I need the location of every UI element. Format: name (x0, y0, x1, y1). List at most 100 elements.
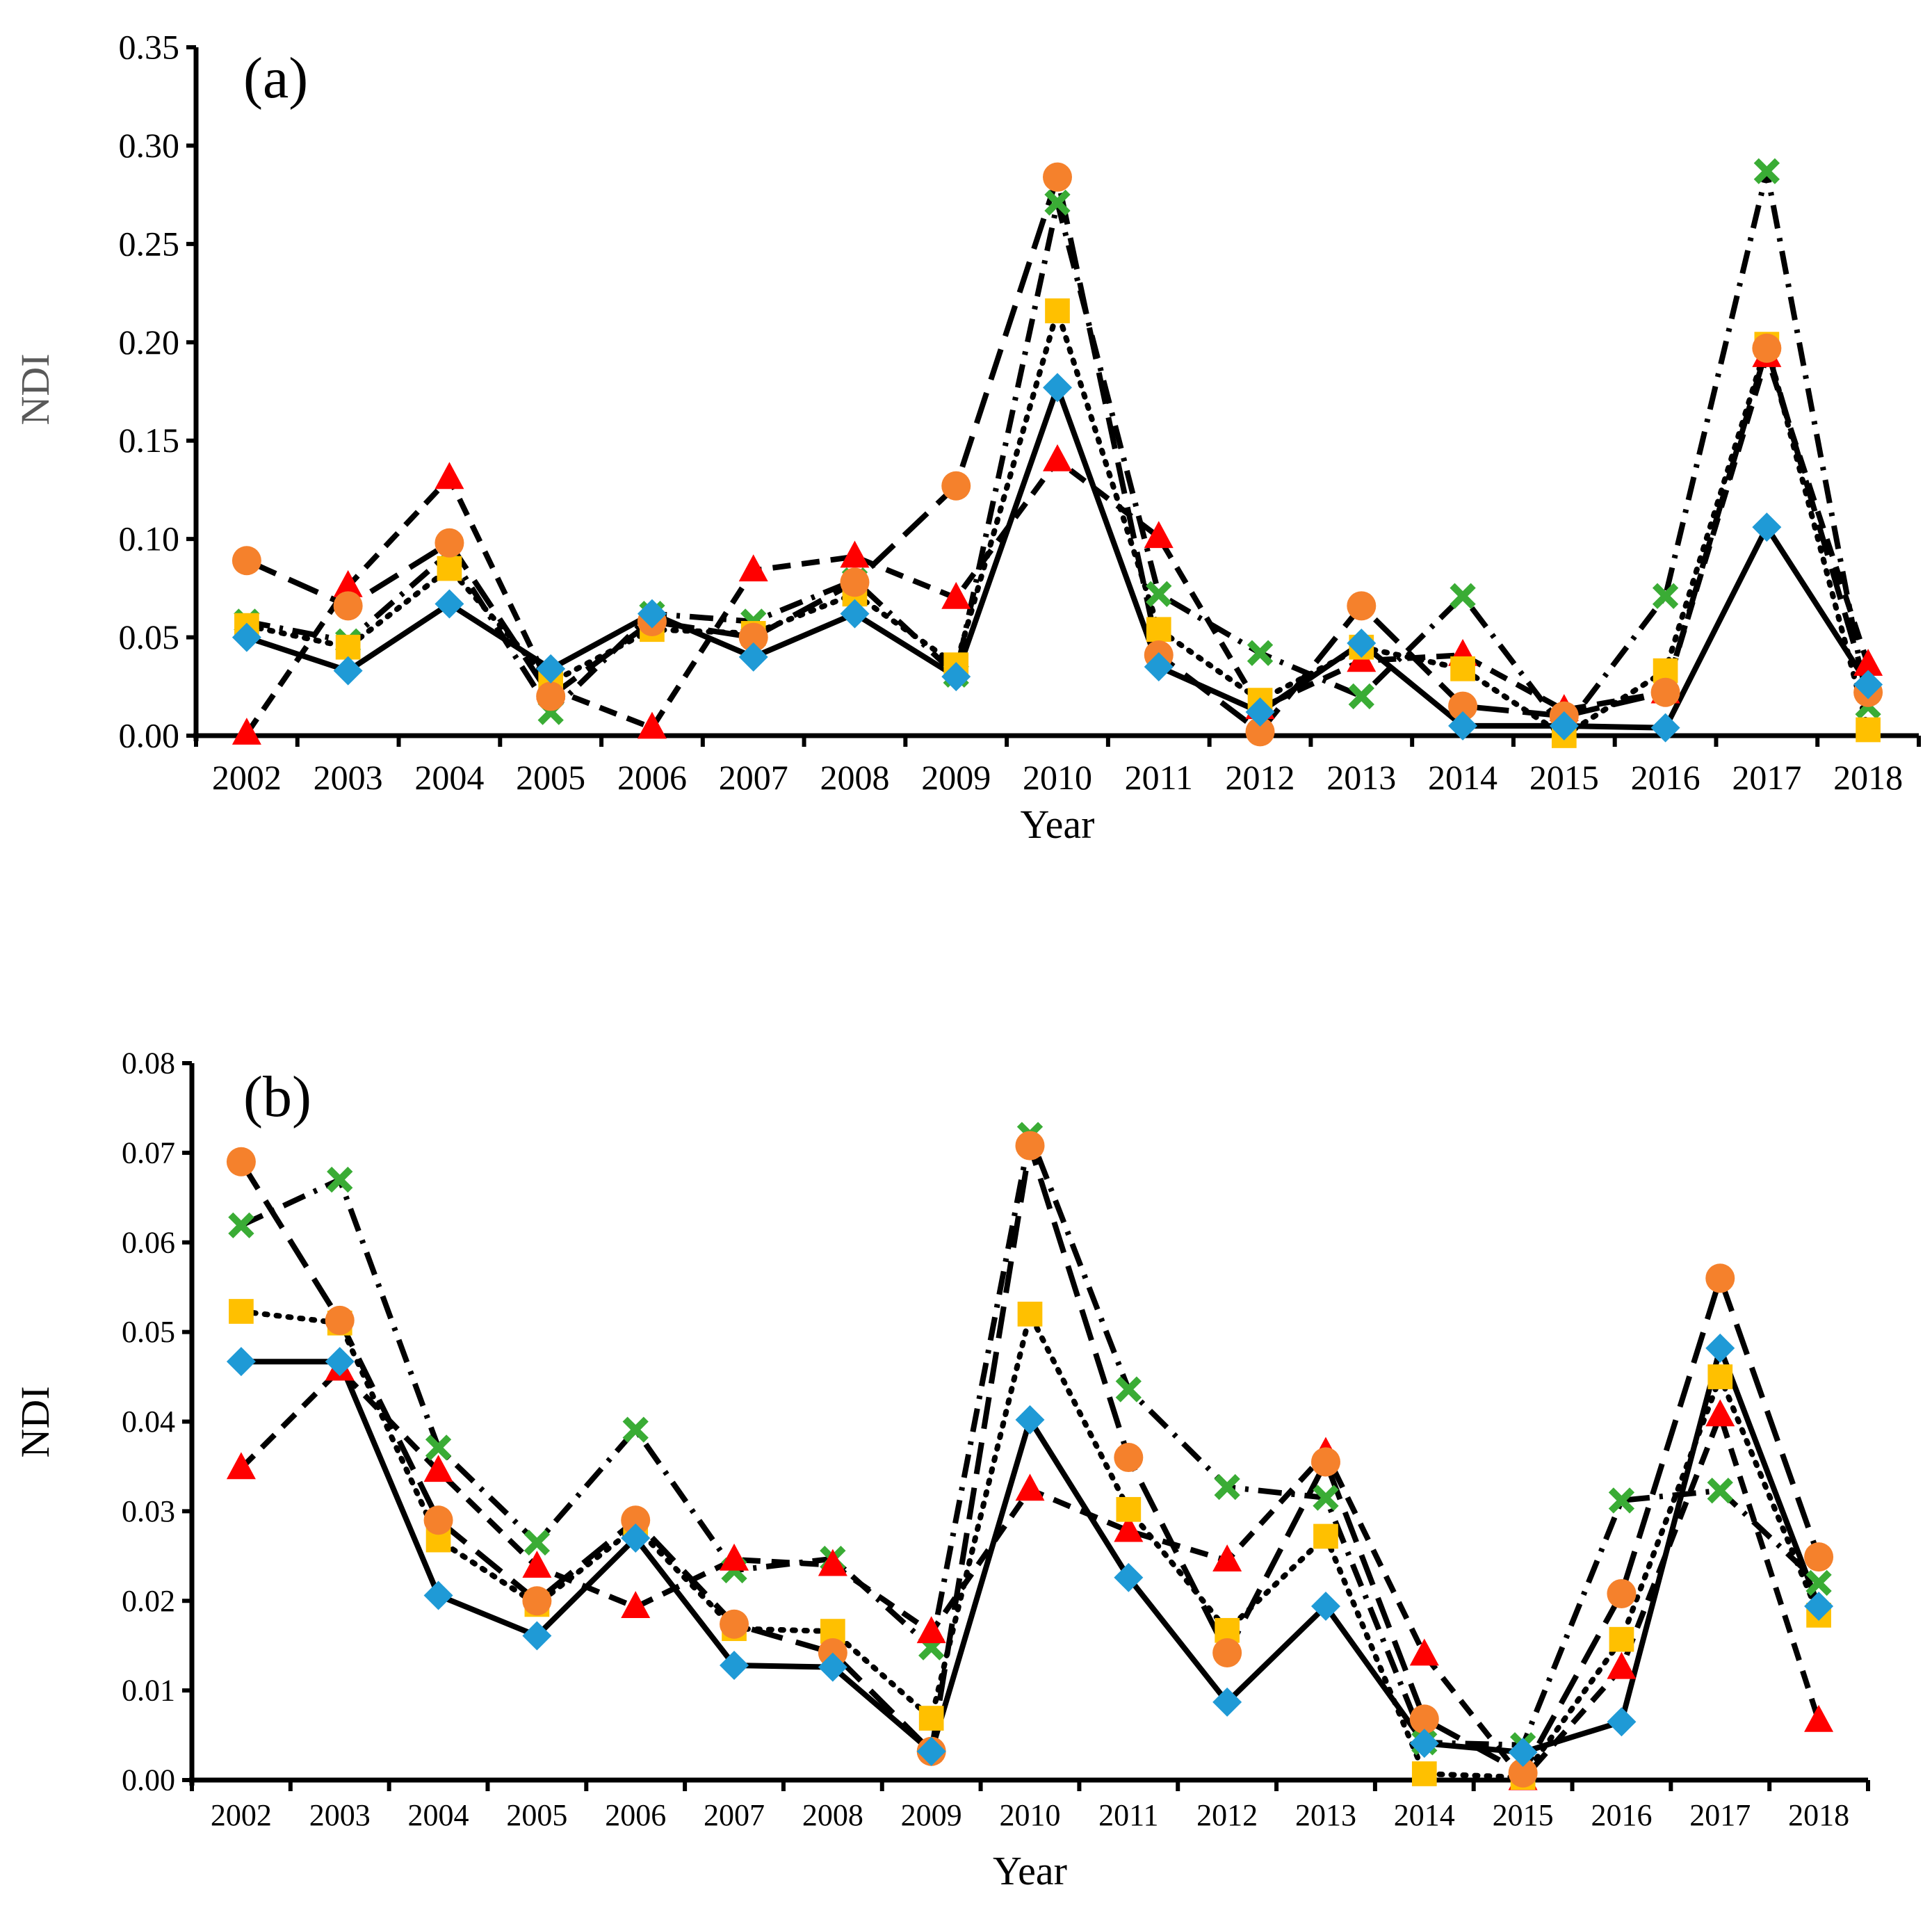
point-x-green-dashdot-b (228, 1212, 254, 1238)
point-x-green-dashdot-b (1608, 1487, 1635, 1514)
x-tick-label-b: 2015 (1493, 1798, 1554, 1832)
point-diamond-blue-solid-b (1114, 1562, 1144, 1592)
point-x-green-dashdot-a (1753, 158, 1780, 184)
point-circle-orange-longdash-b (423, 1505, 453, 1535)
point-x-green-dashdot-a (1652, 583, 1679, 609)
point-diamond-blue-solid-a (1144, 652, 1174, 681)
x-tick-label-a: 2018 (1833, 758, 1903, 797)
x-tick-label-b: 2011 (1098, 1798, 1158, 1832)
y-tick-label-b: 0.07 (122, 1135, 175, 1170)
point-diamond-blue-solid-b (1409, 1729, 1439, 1759)
point-circle-orange-longdash-a (333, 591, 363, 621)
series-line-triangle-red-dashed-a (244, 353, 1871, 736)
point-x-green-dashdot-a (1450, 583, 1476, 609)
point-diamond-blue-solid-a (1448, 711, 1478, 741)
point-square-yellow-dotted-b (918, 1706, 944, 1731)
point-diamond-blue-solid-b (522, 1621, 552, 1651)
point-x-green-dashdot-b (1115, 1376, 1142, 1402)
point-x-green-dashdot-a (1348, 683, 1374, 710)
point-circle-orange-longdash-b (1114, 1443, 1144, 1473)
panel-b: 0.00 0.01 0.02 0.03 0.04 0.05 0.06 0.07 0.08 2002… (13, 1046, 1870, 1893)
point-square-yellow-dotted-b (1116, 1496, 1142, 1522)
x-tick-label-a: 2012 (1226, 758, 1295, 797)
point-triangle-red-dashed-a (1043, 444, 1072, 471)
y-tick-label-b: 0.04 (122, 1405, 175, 1439)
point-triangle-red-dashed-b (1114, 1514, 1144, 1542)
point-triangle-red-dashed-b (720, 1543, 749, 1571)
point-diamond-blue-solid-b (916, 1736, 946, 1766)
x-axis-title-a: Year (1021, 802, 1095, 847)
x-tick-label-b: 2018 (1788, 1798, 1849, 1832)
point-circle-orange-longdash-b (1409, 1704, 1439, 1734)
y-tick-label-b: 0.02 (122, 1584, 175, 1618)
point-circle-orange-longdash-b (1212, 1638, 1242, 1667)
point-x-green-dashdot-b (1707, 1478, 1733, 1504)
x-tick-label-a: 2002 (212, 758, 282, 797)
point-circle-orange-longdash-b (1310, 1447, 1340, 1477)
point-circle-orange-longdash-b (325, 1305, 355, 1335)
point-diamond-blue-solid-a (1043, 373, 1072, 403)
point-circle-orange-longdash-a (1347, 591, 1377, 621)
y-tick-label-a: 0.25 (119, 224, 180, 263)
point-square-yellow-dotted-a (1045, 298, 1070, 323)
point-diamond-blue-solid-b (1804, 1591, 1834, 1621)
point-diamond-blue-solid-a (333, 656, 363, 686)
point-triangle-red-dashed-b (226, 1452, 256, 1480)
point-diamond-blue-solid-a (637, 599, 667, 629)
point-circle-orange-longdash-b (1607, 1578, 1637, 1608)
point-x-green-dashdot-a (1044, 189, 1071, 216)
point-diamond-blue-solid-a (232, 622, 261, 652)
point-triangle-red-dashed-b (1607, 1651, 1637, 1679)
x-tick-label-a: 2006 (617, 758, 687, 797)
y-tick-label-b: 0.00 (122, 1763, 175, 1797)
point-triangle-red-dashed-a (435, 462, 464, 490)
point-circle-orange-longdash-a (1448, 691, 1478, 721)
point-triangle-red-dashed-a (232, 718, 261, 745)
point-diamond-blue-solid-b (423, 1580, 453, 1610)
point-x-green-dashdot-b (1214, 1473, 1240, 1501)
point-circle-orange-longdash-a (1650, 677, 1680, 707)
x-tick-label-a: 2016 (1631, 758, 1700, 797)
x-tick-label-b: 2005 (506, 1798, 567, 1832)
x-tick-label-b: 2014 (1394, 1798, 1455, 1832)
point-x-green-dashdot-b (327, 1166, 353, 1193)
x-tick-label-b: 2002 (211, 1798, 272, 1832)
panel-a: 0.00 0.05 0.10 0.15 0.20 0.25 0.30 0.35 2002 2003… (13, 28, 1921, 847)
point-circle-orange-longdash-a (435, 528, 464, 558)
point-x-green-dashdot-b (425, 1434, 452, 1461)
x-tick-label-b: 2017 (1689, 1798, 1751, 1832)
point-diamond-blue-solid-a (536, 654, 566, 684)
point-diamond-blue-solid-a (1549, 711, 1579, 741)
point-circle-orange-longdash-b (1015, 1131, 1045, 1161)
point-triangle-red-dashed-a (941, 581, 971, 609)
point-circle-orange-longdash-b (621, 1505, 651, 1535)
point-triangle-red-dashed-b (916, 1616, 946, 1644)
point-circle-orange-longdash-a (536, 681, 566, 711)
x-tick-label-b: 2008 (802, 1798, 863, 1832)
y-tick-label-b: 0.03 (122, 1494, 175, 1528)
point-square-yellow-dotted-b (1707, 1364, 1733, 1389)
point-square-yellow-dotted-b (1017, 1302, 1043, 1327)
y-tick-label-b: 0.01 (122, 1674, 175, 1708)
point-triangle-red-dashed-a (840, 540, 870, 568)
point-x-green-dashdot-b (1313, 1485, 1339, 1511)
point-circle-orange-longdash-b (1508, 1758, 1538, 1788)
point-x-green-dashdot-b (622, 1416, 649, 1443)
point-circle-orange-longdash-a (840, 567, 870, 597)
point-triangle-red-dashed-b (1015, 1473, 1045, 1501)
point-diamond-blue-solid-b (1310, 1591, 1340, 1621)
point-circle-orange-longdash-b (1705, 1263, 1735, 1293)
point-diamond-blue-solid-b (1705, 1333, 1735, 1363)
point-square-yellow-dotted-a (335, 634, 361, 660)
point-triangle-red-dashed-a (738, 554, 768, 582)
series-line-circle-orange-longdash-b (238, 1142, 1821, 1776)
point-circle-orange-longdash-b (226, 1147, 256, 1177)
x-tick-label-a: 2007 (719, 758, 788, 797)
point-triangle-red-dashed-a (1853, 649, 1883, 676)
panel-label-a: (a) (243, 46, 308, 111)
y-tick-label-a: 0.20 (119, 323, 180, 362)
x-tick-label-a: 2004 (414, 758, 484, 797)
x-tick-label-b: 2009 (901, 1798, 962, 1832)
point-x-green-dashdot-a (1247, 640, 1274, 666)
point-triangle-red-dashed-b (818, 1549, 847, 1576)
